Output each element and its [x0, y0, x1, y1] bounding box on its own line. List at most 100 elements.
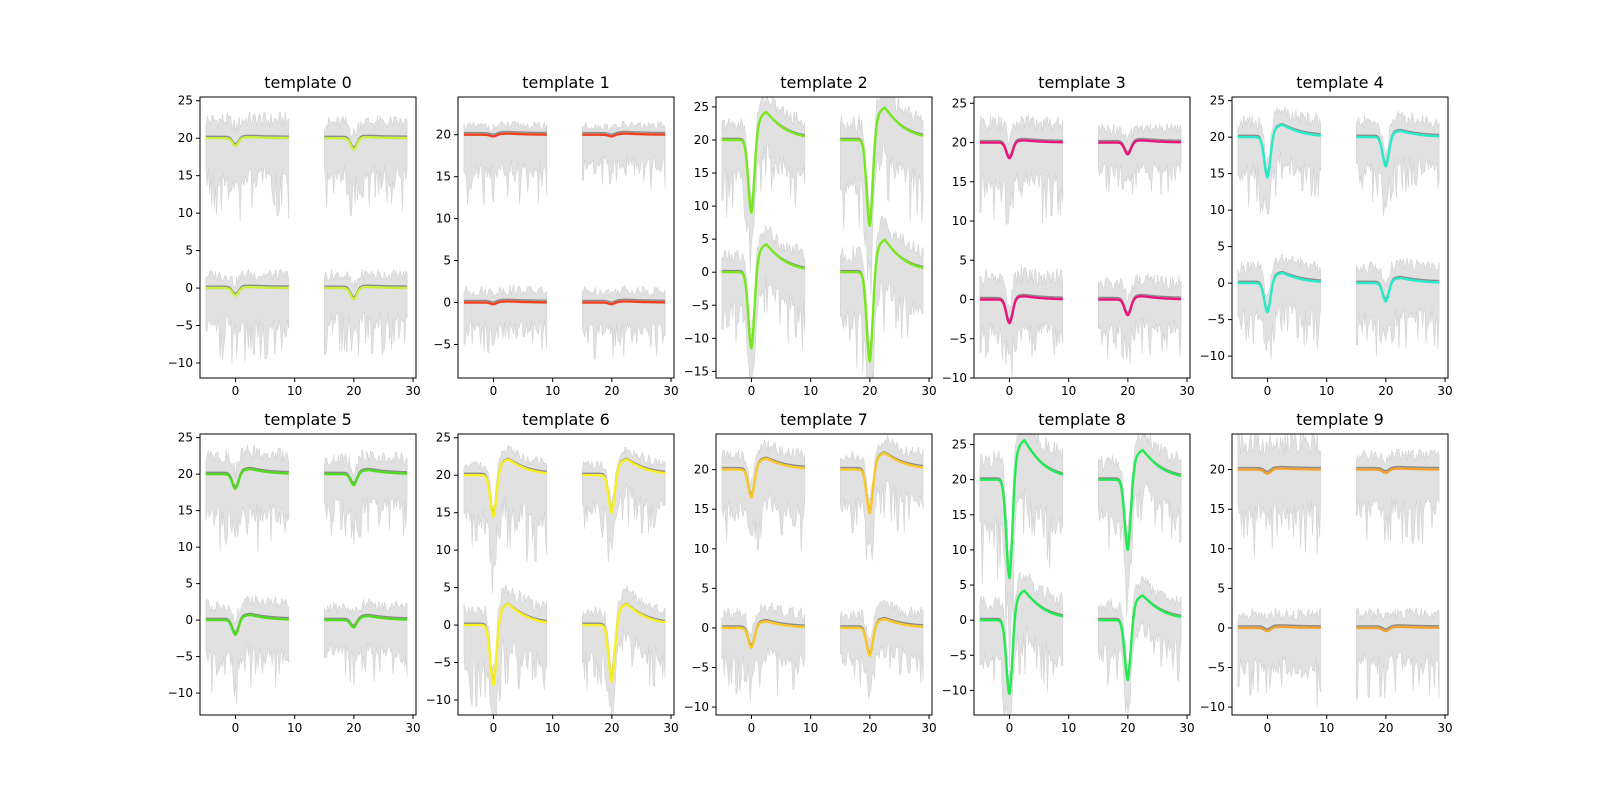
mean-trace [582, 130, 666, 135]
y-tick-label: 15 [694, 502, 709, 516]
x-tick-label: 20 [1378, 384, 1393, 398]
template-trace [581, 300, 666, 306]
mean-trace [1098, 293, 1182, 314]
y-tick-label: 0 [701, 621, 709, 635]
template-trace [323, 285, 408, 301]
spread-band [1356, 606, 1440, 700]
mean-trace [1237, 465, 1321, 473]
y-tick-label: −10 [942, 371, 967, 385]
y-tick-label: 25 [952, 438, 967, 452]
template-trace [839, 451, 924, 515]
x-tick-label: 20 [604, 384, 619, 398]
mean-trace [205, 134, 289, 145]
plot-area [463, 444, 666, 715]
spread-band [463, 444, 548, 595]
x-tick-label: 20 [604, 721, 619, 735]
y-tick-label: −5 [1207, 661, 1225, 675]
mean-trace [324, 134, 408, 148]
y-tick-label: 5 [1217, 581, 1225, 595]
template-trace [1355, 129, 1440, 168]
plot-area [205, 443, 408, 705]
subplot-title: template 3 [1038, 73, 1126, 92]
y-tick-label: 10 [1210, 203, 1225, 217]
template-trace [839, 617, 924, 657]
y-tick-label: 5 [185, 244, 193, 258]
y-tick-label: 15 [952, 508, 967, 522]
plot-area [1237, 434, 1440, 706]
template-trace [979, 295, 1064, 325]
axes-frame [1231, 96, 1449, 379]
template-trace [1237, 271, 1322, 314]
spread-band [1098, 122, 1182, 196]
y-tick-label: 0 [185, 613, 193, 627]
spread-band [979, 265, 1064, 377]
y-tick-label: 0 [959, 613, 967, 627]
y-tick-label: 5 [701, 581, 709, 595]
x-tick-label: 30 [663, 384, 678, 398]
y-tick-label: 15 [952, 175, 967, 189]
y-tick-label: −10 [1200, 700, 1225, 714]
x-tick-label: 0 [490, 384, 498, 398]
subplot-title: template 8 [1038, 410, 1126, 429]
spread-band [979, 114, 1064, 226]
y-tick-label: −5 [175, 650, 193, 664]
y-tick-label: 5 [701, 232, 709, 246]
axes-frame [457, 96, 675, 379]
subplot-title: template 7 [780, 410, 868, 429]
spread-band [1237, 106, 1322, 216]
y-tick-label: 5 [1217, 240, 1225, 254]
template-trace [1237, 467, 1322, 475]
mean-trace [582, 298, 666, 303]
mean-trace [1237, 624, 1321, 630]
y-tick-label: −5 [949, 648, 967, 662]
template-trace [205, 613, 290, 636]
template-trace [721, 110, 806, 214]
y-tick-label: 20 [436, 128, 451, 142]
y-tick-label: −5 [691, 298, 709, 312]
y-tick-label: −5 [691, 661, 709, 675]
template-trace [463, 132, 548, 138]
spread-band [1356, 110, 1440, 216]
x-tick-label: 0 [232, 721, 240, 735]
template-trace [979, 439, 1064, 580]
subplot-5: −10 −5 0 5 10 15 20 25 0 10 20 30 template 5 [168, 410, 421, 735]
y-tick-label: 0 [443, 296, 451, 310]
y-tick-label: 20 [436, 468, 451, 482]
x-tick-label: 0 [490, 721, 498, 735]
y-tick-label: 15 [436, 506, 451, 520]
spread-band [581, 120, 666, 191]
template-trace [463, 458, 548, 518]
spread-band [1356, 257, 1440, 357]
template-trace [581, 458, 666, 514]
y-tick-label: 20 [1210, 130, 1225, 144]
plot-area [979, 434, 1182, 715]
y-tick-label: 15 [436, 170, 451, 184]
y-tick-label: 20 [178, 131, 193, 145]
template-trace [581, 602, 666, 683]
spread-band [839, 215, 924, 378]
axes-frame [199, 96, 417, 379]
y-tick-label: −10 [168, 686, 193, 700]
spread-band [323, 269, 408, 356]
axes-frame [199, 433, 417, 716]
y-tick-label: 10 [1210, 542, 1225, 556]
y-tick-label: 10 [952, 214, 967, 228]
template-trace [1097, 295, 1182, 317]
subplot-1: −5 0 5 10 15 20 0 10 20 30 template 1 [433, 73, 678, 398]
spread-band [323, 449, 408, 545]
subplot-8: −10 −5 0 5 10 15 20 25 0 10 20 30 template 8 [942, 410, 1195, 735]
x-tick-label: 30 [921, 384, 936, 398]
y-tick-label: −15 [684, 364, 709, 378]
x-tick-label: 30 [1437, 384, 1452, 398]
x-tick-label: 20 [862, 384, 877, 398]
y-tick-label: 15 [1210, 167, 1225, 181]
x-tick-label: 0 [1006, 384, 1014, 398]
plot-area [721, 435, 924, 702]
x-tick-label: 30 [1179, 721, 1194, 735]
template-trace [205, 467, 290, 490]
x-tick-label: 0 [1264, 721, 1272, 735]
spread-band [581, 584, 666, 715]
y-tick-label: 15 [178, 169, 193, 183]
y-tick-label: 20 [1210, 463, 1225, 477]
